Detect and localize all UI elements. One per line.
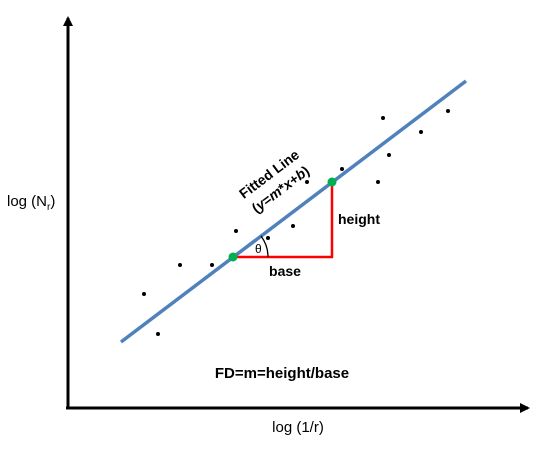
fit-point-start: [228, 252, 238, 262]
scatter-point: [291, 224, 295, 228]
scatter-point: [266, 236, 270, 240]
scatter-point: [340, 167, 344, 171]
fractal-dimension-formula: FD=m=height/base: [215, 365, 349, 382]
y-axis-label-subscript: r: [47, 202, 51, 213]
base-label: base: [269, 263, 301, 279]
y-axis-label: log (Nr): [7, 193, 55, 213]
scatter-point: [210, 263, 214, 267]
x-axis-label: log (1/r): [272, 419, 324, 436]
fit-point-end: [327, 177, 337, 187]
height-label: height: [338, 211, 380, 227]
theta-arc: [260, 235, 269, 258]
scatter-point: [381, 116, 385, 120]
scatter-point: [419, 130, 423, 134]
fitted-line: [119, 79, 468, 344]
scatter-point: [305, 180, 309, 184]
theta-label: θ: [255, 242, 262, 256]
scatter-point: [376, 180, 380, 184]
scatter-point: [178, 263, 182, 267]
scatter-point: [142, 292, 146, 296]
scatter-point: [156, 332, 160, 336]
fitted-line-equation: (y=m*x+b): [249, 162, 313, 216]
scatter-point: [234, 229, 238, 233]
scatter-points: [142, 109, 450, 336]
slope-triangle: [233, 182, 334, 259]
scatter-point: [387, 153, 391, 157]
scatter-point: [446, 109, 450, 113]
